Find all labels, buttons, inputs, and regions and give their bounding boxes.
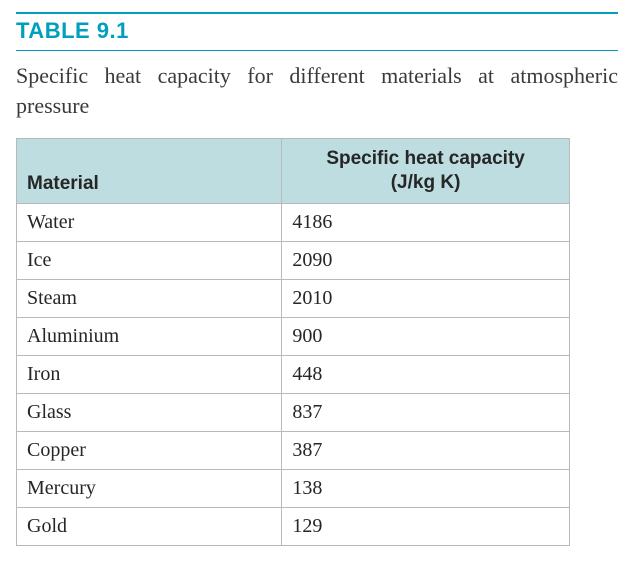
cell-value: 448 [282,355,569,393]
table-row: Mercury138 [17,469,570,507]
cell-material: Gold [17,507,282,545]
cell-material: Iron [17,355,282,393]
table-row: Iron448 [17,355,570,393]
cell-value: 129 [282,507,569,545]
cell-material: Glass [17,393,282,431]
cell-value: 387 [282,431,569,469]
specific-heat-table: Material Specific heat capacity(J/kg K) … [16,138,570,546]
table-caption: Specific heat capacity for different mat… [16,51,618,138]
cell-material: Steam [17,279,282,317]
table-header-row: Material Specific heat capacity(J/kg K) [17,139,570,204]
table-row: Ice2090 [17,241,570,279]
cell-material: Copper [17,431,282,469]
cell-material: Ice [17,241,282,279]
col-header-value: Specific heat capacity(J/kg K) [282,139,569,204]
table-body: Water4186Ice2090Steam2010Aluminium900Iro… [17,203,570,545]
cell-value: 837 [282,393,569,431]
table-row: Glass837 [17,393,570,431]
cell-value: 2090 [282,241,569,279]
table-row: Steam2010 [17,279,570,317]
cell-material: Mercury [17,469,282,507]
cell-value: 2010 [282,279,569,317]
cell-value: 4186 [282,203,569,241]
cell-material: Water [17,203,282,241]
table-row: Gold129 [17,507,570,545]
col-header-material: Material [17,139,282,204]
table-row: Copper387 [17,431,570,469]
cell-material: Aluminium [17,317,282,355]
table-label: TABLE 9.1 [16,12,618,51]
cell-value: 138 [282,469,569,507]
table-row: Aluminium900 [17,317,570,355]
table-row: Water4186 [17,203,570,241]
cell-value: 900 [282,317,569,355]
